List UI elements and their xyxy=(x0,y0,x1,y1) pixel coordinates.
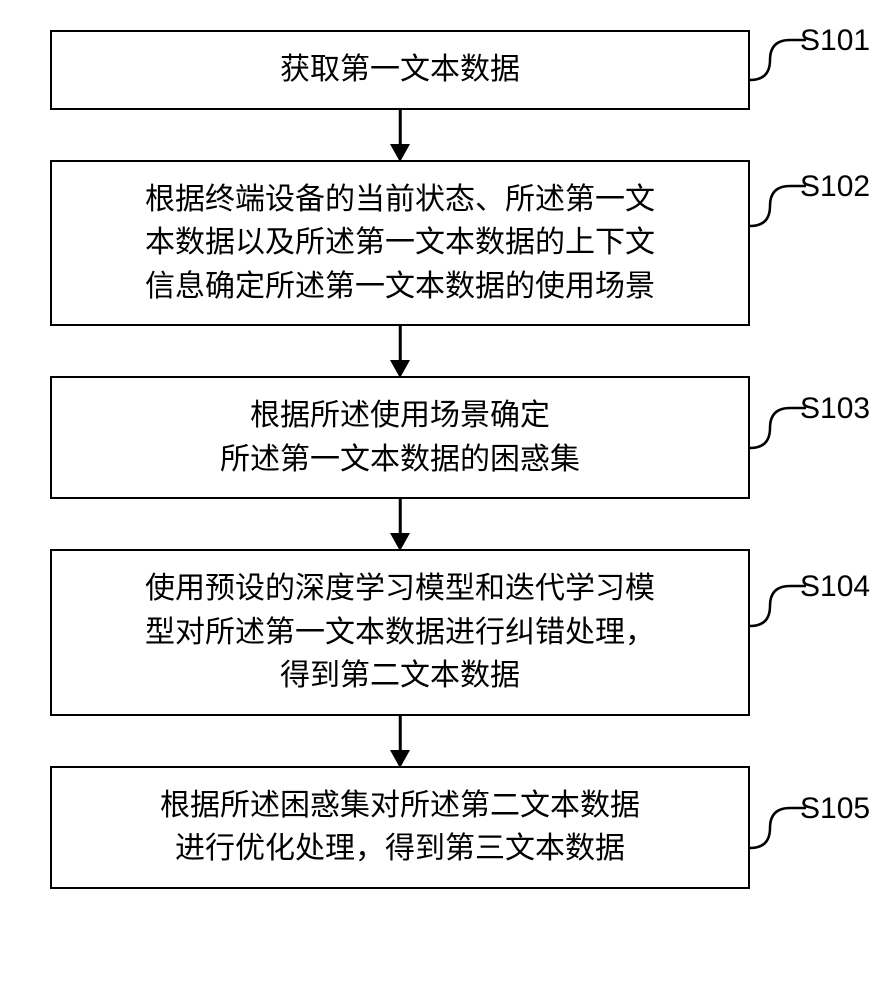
bracket-s105 xyxy=(748,806,808,850)
tag-s102: S102 xyxy=(800,170,870,204)
node-s104-text: 使用预设的深度学习模型和迭代学习模型对所述第一文本数据进行纠错处理，得到第二文本… xyxy=(145,572,655,692)
flowchart: 获取第一文本数据 根据终端设备的当前状态、所述第一文本数据以及所述第一文本数据的… xyxy=(50,30,750,889)
bracket-s101 xyxy=(748,38,808,82)
node-s105-text: 根据所述困惑集对所述第二文本数据进行优化处理，得到第三文本数据 xyxy=(160,789,640,866)
tag-s104: S104 xyxy=(800,570,870,604)
tag-s103: S103 xyxy=(800,392,870,426)
node-s103: 根据所述使用场景确定所述第一文本数据的困惑集 xyxy=(50,376,750,499)
node-s101: 获取第一文本数据 xyxy=(50,30,750,110)
bracket-s102 xyxy=(748,184,808,228)
node-s102: 根据终端设备的当前状态、所述第一文本数据以及所述第一文本数据的上下文信息确定所述… xyxy=(50,160,750,327)
bracket-s103 xyxy=(748,406,808,450)
bracket-s104 xyxy=(748,584,808,628)
tag-s105: S105 xyxy=(800,792,870,826)
tag-s101: S101 xyxy=(800,24,870,58)
node-s105: 根据所述困惑集对所述第二文本数据进行优化处理，得到第三文本数据 xyxy=(50,766,750,889)
node-s102-text: 根据终端设备的当前状态、所述第一文本数据以及所述第一文本数据的上下文信息确定所述… xyxy=(145,183,655,303)
node-s101-text: 获取第一文本数据 xyxy=(280,53,520,86)
node-s104: 使用预设的深度学习模型和迭代学习模型对所述第一文本数据进行纠错处理，得到第二文本… xyxy=(50,549,750,716)
node-s103-text: 根据所述使用场景确定所述第一文本数据的困惑集 xyxy=(220,399,580,476)
